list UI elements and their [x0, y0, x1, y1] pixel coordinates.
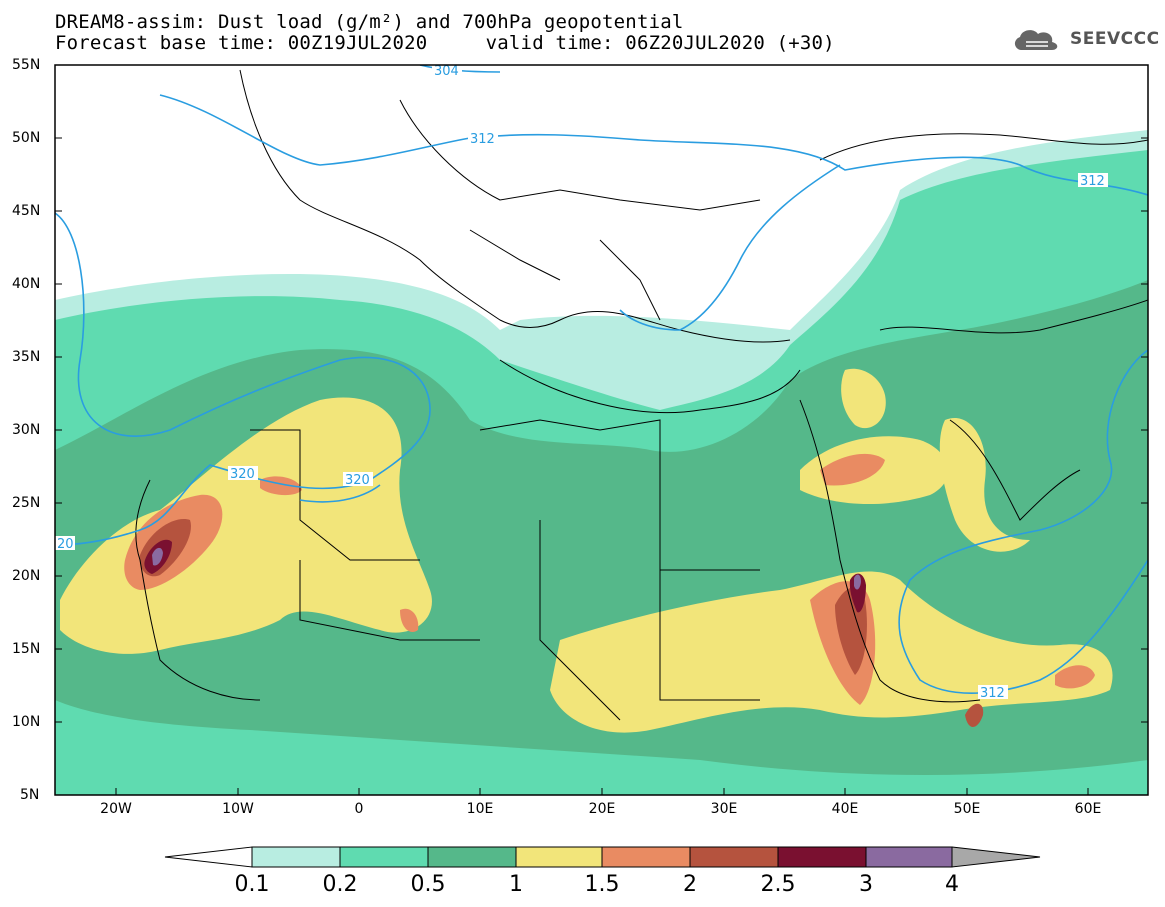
dust-layer-1d	[939, 418, 1030, 552]
dust-layer-3	[152, 547, 163, 566]
lon-label: 60E	[1074, 801, 1102, 817]
logo-text: SEEVCCC	[1070, 29, 1160, 49]
contour-label-320-a: 320	[230, 467, 255, 482]
contour-label-304: 304	[434, 64, 459, 79]
lon-label: 20W	[100, 801, 132, 817]
map-title: DREAM8-assim: Dust load (g/m²) and 700hP…	[55, 11, 684, 33]
colorbar-swatch-3	[427, 846, 517, 868]
lat-label: 50N	[12, 130, 41, 146]
lon-label: 10W	[222, 801, 254, 817]
colorbar-label: 2.5	[760, 872, 796, 897]
dust-layer-15b	[820, 453, 885, 486]
contour-label-312-a: 312	[470, 132, 495, 147]
lon-label: 0	[354, 801, 364, 817]
lat-label: 55N	[12, 57, 41, 73]
lat-label: 5N	[20, 787, 40, 803]
contour-label-320-b: 320	[345, 473, 370, 488]
colorbar-label: 3	[859, 872, 873, 897]
colorbar-swatch-8	[865, 846, 953, 868]
lat-ticks	[55, 64, 1148, 723]
colorbar-label: 1.5	[584, 872, 620, 897]
lat-label: 35N	[12, 349, 41, 365]
coastlines	[135, 69, 1148, 721]
colorbar-high-arrow	[951, 846, 1041, 868]
lat-label: 10N	[12, 714, 41, 730]
lon-label: 10E	[466, 801, 494, 817]
dust-layer-2c	[965, 703, 984, 728]
lon-label: 20E	[588, 801, 616, 817]
contour-label-312-b: 312	[1080, 174, 1105, 189]
lat-label: 30N	[12, 422, 41, 438]
lat-label: 45N	[12, 203, 41, 219]
contour-label-312-c: 312	[980, 686, 1005, 701]
lat-label: 20N	[12, 568, 41, 584]
lat-label: 40N	[12, 276, 41, 292]
dust-layer-15f	[400, 608, 419, 632]
seevccc-logo-icon	[1014, 30, 1058, 50]
colorbar-swatch-2	[339, 846, 429, 868]
map-subtitle: Forecast base time: 00Z19JUL2020 valid t…	[55, 32, 835, 54]
lon-label: 40E	[831, 801, 859, 817]
dust-layer-1	[60, 397, 432, 654]
colorbar-label: 0.1	[234, 872, 270, 897]
colorbar-low-arrow	[164, 846, 253, 868]
colorbar-swatch-1	[251, 846, 341, 868]
colorbar-label: 0.5	[410, 872, 446, 897]
dust-layer-3b	[854, 574, 861, 590]
colorbar-swatch-7	[777, 846, 867, 868]
colorbar-swatch-5	[601, 846, 691, 868]
lon-label: 30E	[710, 801, 738, 817]
colorbar-swatch-4	[515, 846, 603, 868]
lat-label: 25N	[12, 495, 41, 511]
colorbar-label: 0.2	[322, 872, 358, 897]
dust-layer-1e	[841, 368, 886, 429]
colorbar-label: 1	[509, 872, 523, 897]
lat-label: 15N	[12, 641, 41, 657]
colorbar-label: 2	[683, 872, 697, 897]
geopotential-contours	[55, 65, 1148, 694]
colorbar-swatch-6	[689, 846, 779, 868]
dust-layer-15d	[1055, 665, 1095, 689]
colorbar	[164, 846, 1041, 868]
contour-label-20: 20	[57, 537, 74, 552]
lon-label: 50E	[953, 801, 981, 817]
dust-layer-25b	[849, 573, 866, 613]
colorbar-label: 4	[945, 872, 959, 897]
lon-ticks	[115, 788, 1089, 795]
